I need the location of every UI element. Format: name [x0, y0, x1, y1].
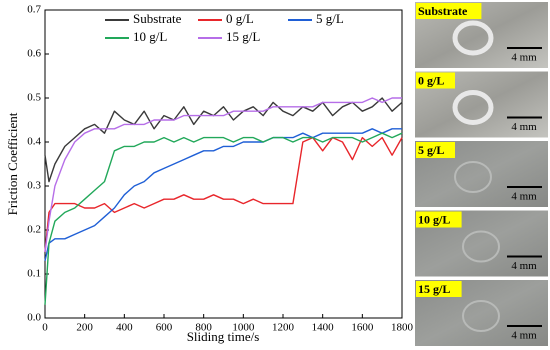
y-tick-label: 0.0	[27, 312, 41, 324]
photo-label-bg	[416, 72, 455, 89]
scale-label: 4 mm	[511, 330, 537, 342]
scale-label: 4 mm	[511, 52, 537, 64]
y-axis-title: Friction Coefficient	[5, 112, 20, 215]
photo-label: 10 g/L	[418, 212, 450, 226]
plot-frame	[44, 9, 403, 319]
x-tick-label: 600	[156, 322, 173, 334]
x-tick-label: 1800	[391, 322, 414, 334]
wear-track	[452, 90, 494, 125]
photo-label: 5 g/L	[418, 143, 444, 157]
series-line	[44, 97, 403, 183]
legend-label: 0 g/L	[226, 11, 254, 26]
x-tick-label: 1200	[272, 322, 295, 334]
wear-track	[454, 161, 492, 193]
scale-label: 4 mm	[511, 260, 537, 272]
legend-label: 5 g/L	[316, 11, 344, 26]
y-tick-label: 0.7	[27, 4, 41, 16]
scale-label: 4 mm	[511, 191, 537, 203]
series-line	[44, 97, 402, 253]
wear-track	[462, 230, 500, 263]
wear-track	[462, 300, 500, 332]
series-line	[44, 132, 403, 305]
series-line	[44, 128, 402, 261]
photo-label-bg	[416, 211, 462, 228]
x-tick-label: 1600	[351, 322, 374, 334]
x-axis-title: Sliding time/s	[187, 329, 260, 344]
x-tick-label: 1000	[232, 322, 255, 334]
x-tick-label: 1400	[312, 322, 335, 334]
photo-label-bg	[416, 3, 482, 19]
photo-label-bg	[416, 281, 462, 297]
y-tick-label: 0.4	[27, 136, 41, 148]
x-tick-label: 200	[76, 322, 93, 334]
y-tick-label: 0.3	[27, 180, 41, 192]
series-line	[44, 136, 403, 253]
x-tick-label: 400	[116, 322, 133, 334]
photo-label: Substrate	[418, 4, 468, 18]
wear-track	[452, 20, 494, 56]
y-tick-label: 0.5	[27, 92, 41, 104]
photo-label-bg	[416, 142, 455, 158]
legend-label: 10 g/L	[133, 29, 167, 44]
y-tick-label: 0.1	[27, 268, 41, 280]
photo-label: 0 g/L	[418, 73, 444, 87]
x-tick-label: 0	[42, 322, 48, 334]
photo-label: 15 g/L	[418, 282, 450, 296]
y-tick-label: 0.2	[27, 224, 41, 236]
x-tick-label: 800	[195, 322, 212, 334]
y-tick-label: 0.6	[27, 48, 41, 60]
legend-label: Substrate	[133, 11, 182, 26]
scale-label: 4 mm	[511, 121, 537, 133]
legend-label: 15 g/L	[226, 29, 260, 44]
photo-column: Substrate 4 mm 0 g/L 4 mm 5 g/L 4 mm 10 g/L 4 m…	[415, 2, 548, 346]
